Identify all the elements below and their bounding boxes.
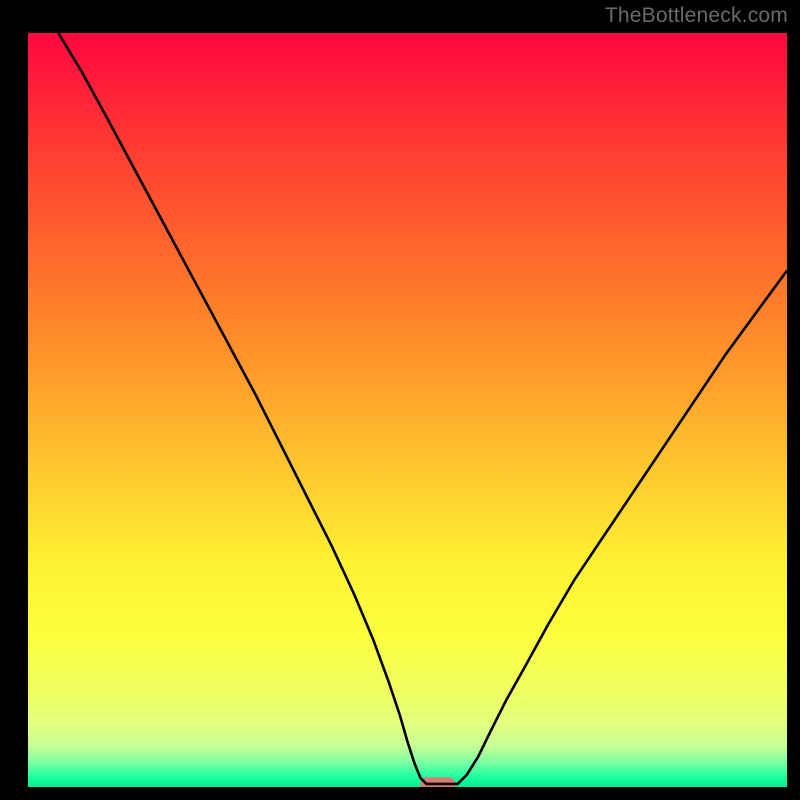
attribution-label: TheBottleneck.com: [605, 4, 788, 28]
bottleneck-chart: [28, 33, 787, 787]
bottleneck-chart-svg: [28, 33, 787, 787]
frame-bottom: [0, 787, 800, 800]
frame-right: [787, 0, 800, 800]
gradient-background: [28, 33, 787, 787]
frame-left: [0, 0, 28, 800]
